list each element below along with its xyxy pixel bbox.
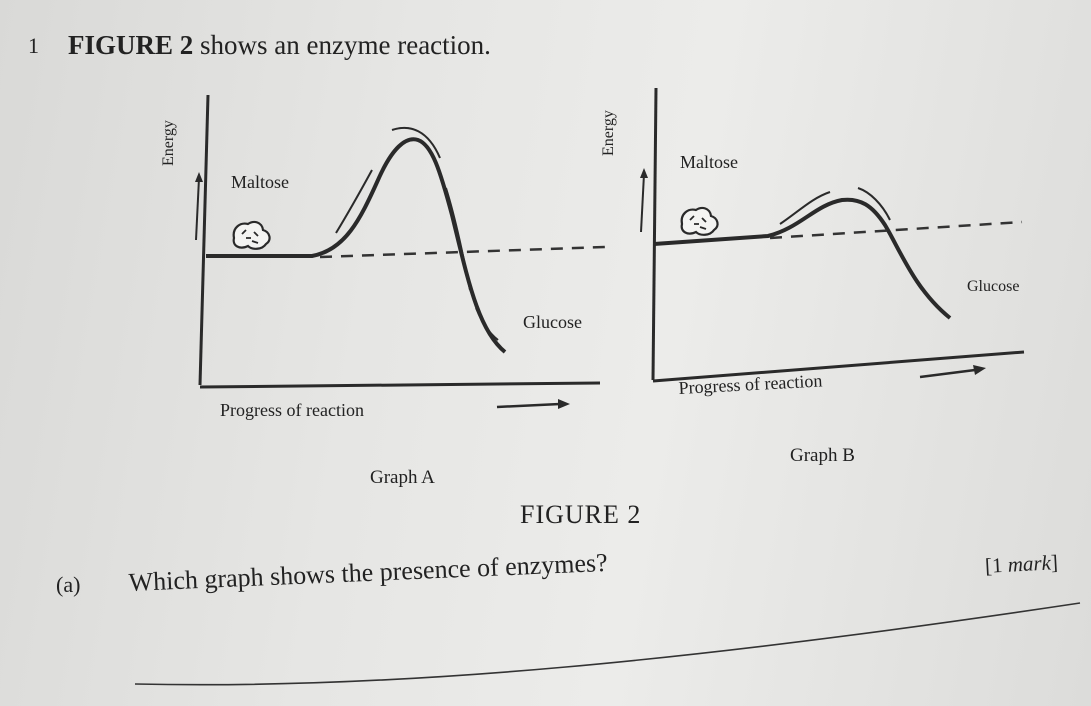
- graph-a-flow-arrow-top: [391, 126, 441, 159]
- graph-b-y-arrow: [640, 173, 645, 233]
- graph-b-progress-arrow: [919, 368, 976, 379]
- graph-a-x-axis: [199, 381, 601, 389]
- graph-a-progress-arrowhead: [558, 399, 570, 409]
- graph-a-progress-arrow: [496, 402, 561, 409]
- graph-a-y-label: Energy: [160, 120, 177, 166]
- graph-b-flow-arrow-up: [779, 191, 831, 225]
- mark-allocation: [1 mark]: [984, 550, 1058, 579]
- question-intro-text: shows an enzyme reaction.: [193, 30, 491, 60]
- part-a-label: (a): [56, 572, 81, 597]
- graph-a-y-arrowhead: [195, 172, 203, 182]
- graph-b-caption: Graph B: [790, 445, 855, 466]
- graph-b-flow-arrow-down: [897, 247, 923, 291]
- graph-b-dashed-line: [769, 220, 1023, 240]
- graph-a-flow-arrow-down: [445, 187, 471, 291]
- graph-a-glucose-label: Glucose: [523, 312, 582, 332]
- graph-a: [195, 94, 606, 409]
- mark-prefix: [1: [984, 552, 1009, 578]
- graph-a-x-label: Progress of reaction: [220, 400, 364, 420]
- graph-b-y-label: Energy: [600, 110, 617, 156]
- answer-line: [134, 602, 1081, 686]
- graph-b-y-arrowhead: [640, 168, 648, 178]
- graph-b-flow-arrow-top: [857, 187, 891, 221]
- maltose-molecule-icon: [232, 220, 271, 250]
- graph-a-dashed-line: [319, 245, 606, 259]
- maltose-molecule-icon: [680, 206, 719, 236]
- question-intro: FIGURE 2 shows an enzyme reaction.: [68, 30, 491, 61]
- graph-b-x-axis: [652, 350, 1025, 383]
- figure-caption: FIGURE 2: [520, 500, 642, 529]
- mark-suffix: ]: [1050, 550, 1059, 575]
- graph-b-glucose-label: Glucose: [967, 278, 1020, 295]
- graph-b: [640, 87, 1025, 383]
- question-number: 1: [28, 33, 39, 58]
- graph-a-caption: Graph A: [370, 467, 435, 488]
- graph-a-y-axis: [198, 94, 210, 386]
- graph-b-progress-arrowhead: [973, 365, 986, 375]
- graph-b-maltose-label: Maltose: [680, 152, 738, 172]
- graph-a-y-arrow: [195, 177, 200, 241]
- graph-b-y-axis: [651, 87, 658, 381]
- mark-word: mark: [1007, 550, 1052, 577]
- graph-a-maltose-label: Maltose: [231, 172, 289, 192]
- graph-a-flow-arrow-tail: [475, 307, 499, 341]
- figure-reference: FIGURE 2: [68, 30, 194, 60]
- graph-a-flow-arrow-up: [335, 169, 373, 234]
